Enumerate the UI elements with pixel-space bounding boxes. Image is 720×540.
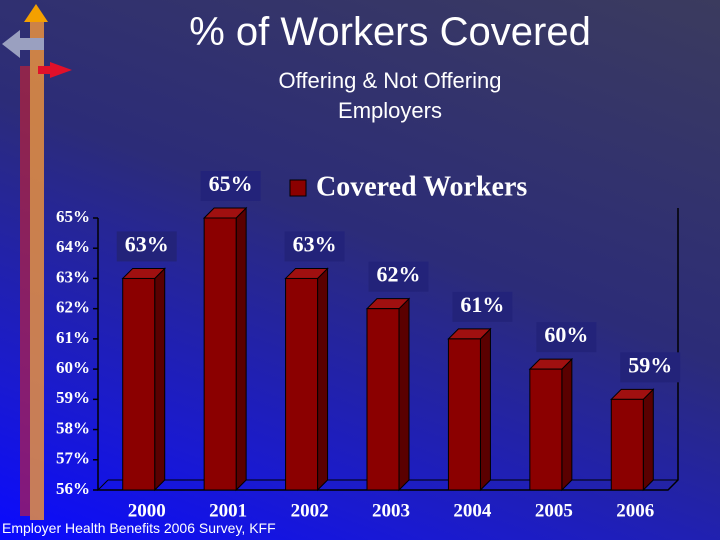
value-label-box [536,322,597,353]
axis-frame [97,479,109,491]
x-tick-label: 2003 [372,500,410,521]
y-tick-label: 60% [56,358,90,377]
value-label-box [200,171,261,201]
value-label-box [284,231,345,262]
value-label-box [368,261,429,292]
value-label-box [116,231,177,262]
subtitle: Offering & Not Offering Employers [278,68,502,123]
value-label: 65% [209,171,253,196]
x-tick-label: 2005 [535,500,573,521]
y-tick-label: 65% [56,207,90,226]
bar-side [561,357,573,492]
bar [366,308,400,491]
bar-side [479,327,491,492]
y-tick-label: 56% [56,479,90,498]
decoration [2,4,72,520]
bar [529,368,563,491]
y-tick-label: 59% [56,388,90,407]
value-label: 63% [293,231,337,256]
y-tick-label: 64% [56,237,90,256]
x-tick-label: 2000 [128,500,166,521]
bar-side [398,297,410,492]
x-tick-label: 2001 [209,500,247,521]
bar-side [642,388,654,492]
value-label-box [452,291,513,322]
bar [610,398,644,491]
bar-side [154,267,166,492]
title: % of Workers Covered [189,10,591,54]
x-tick-label: 2006 [616,500,654,521]
x-tick-label: 2002 [291,500,329,521]
value-label: 59% [628,352,672,377]
x-tick-label: 2004 [453,500,492,521]
value-label: 61% [460,292,504,317]
bar [203,217,237,491]
value-label-box [620,352,681,383]
bar [122,277,156,491]
bar-side [317,267,329,492]
value-label: 60% [544,322,588,347]
value-label: 63% [125,231,169,256]
y-tick-label: 63% [56,267,90,286]
y-tick-label: 57% [56,449,90,468]
legend-label: Covered Workers [316,171,527,202]
bar [285,277,319,491]
y-tick-label: 61% [56,328,90,347]
y-tick-label: 62% [56,298,90,317]
bar [447,338,481,491]
bar-side [235,206,247,492]
legend-swatch [289,179,307,197]
value-label: 62% [377,262,421,287]
y-tick-label: 58% [56,418,90,437]
source: Employer Health Benefits 2006 Survey, KF… [2,520,276,536]
